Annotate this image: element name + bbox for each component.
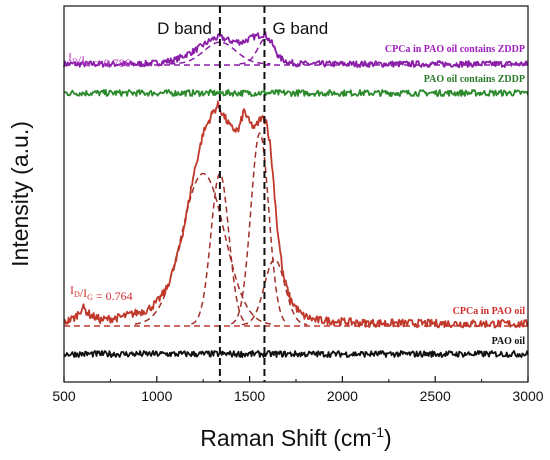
fitted-peak-3 (134, 172, 272, 325)
band-marker-label-1: D band (157, 19, 212, 38)
series-layer (63, 31, 529, 358)
series-label-pao-oil: PAO oil (492, 336, 526, 347)
fitted-peak-5 (230, 132, 289, 325)
x-tick-label: 3000 (512, 388, 543, 404)
series-label-cpca-in-pao-oil-contains-zddp: CPCa in PAO oil contains ZDDP (385, 44, 525, 55)
series-line-pao-oil (63, 350, 529, 358)
ratio-annotation-cpca-in-pao-oil-contains-zddp: ID/IG = 0.786 (68, 50, 131, 70)
x-tick-label: 2500 (420, 388, 451, 404)
x-axis-title: Raman Shift (cm-1) (200, 424, 391, 451)
fitted-components (134, 37, 308, 326)
series-labels: CPCa in PAO oil contains ZDDP ID/IG = 0.7… (68, 44, 525, 347)
series-line-cpca-in-pao-oil-contains-zddp (63, 31, 529, 68)
x-tick-label: 1000 (141, 388, 172, 404)
series-line-pao-oil-contains-zddp (63, 89, 529, 97)
x-tick-label: 1500 (234, 388, 265, 404)
series-label-cpca-in-pao-oil: CPCa in PAO oil (453, 306, 526, 317)
x-tick-label: 2000 (327, 388, 358, 404)
x-axis-ticks: 500 1000 1500 2000 2500 3000 (52, 376, 544, 404)
y-axis-title: Intensity (a.u.) (7, 121, 33, 267)
series-line-cpca-in-pao-oil (63, 100, 529, 329)
series-label-pao-oil-contains-zddp: PAO oil contains ZDDP (424, 74, 525, 85)
band-marker-label-2: G band (272, 19, 328, 38)
ratio-annotation-cpca-in-pao-oil: ID/IG = 0.764 (70, 283, 133, 303)
x-tick-label: 500 (52, 388, 76, 404)
band-markers: D band G band (157, 6, 328, 382)
fitted-peak-6 (241, 258, 308, 326)
